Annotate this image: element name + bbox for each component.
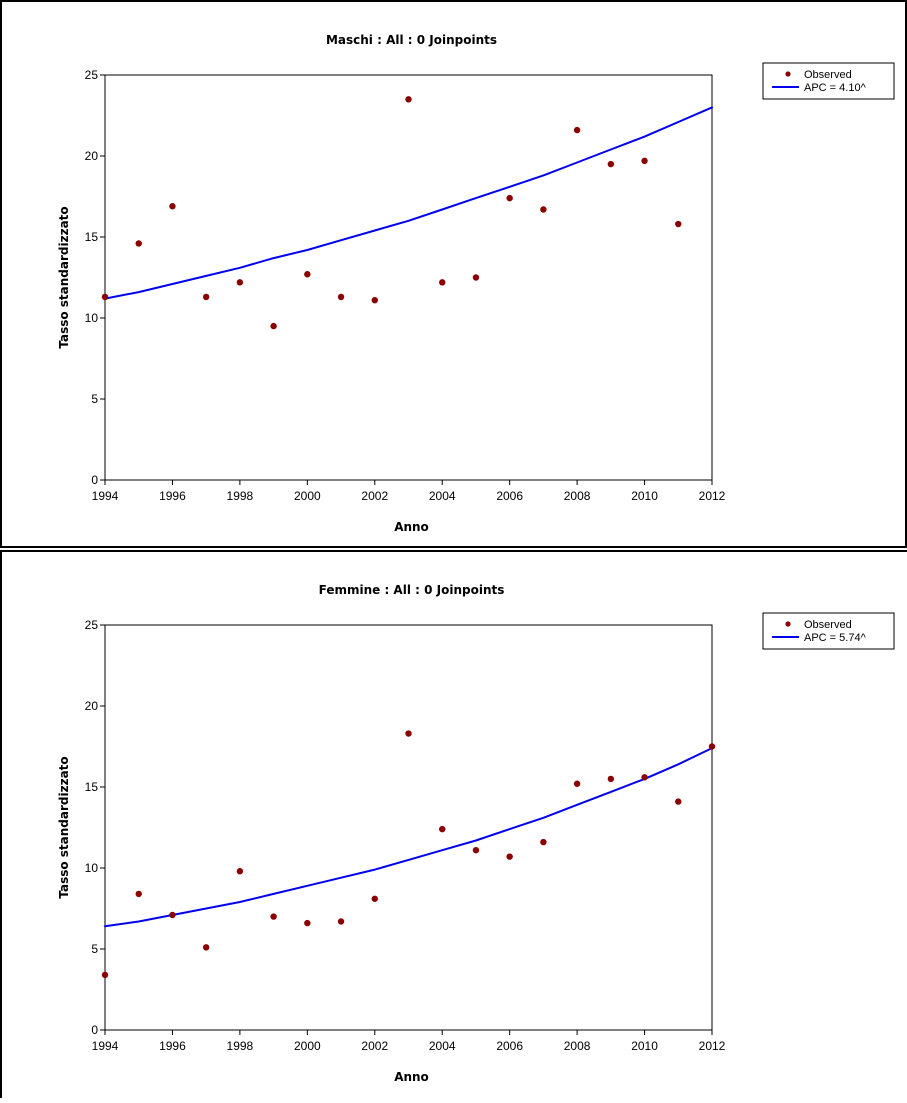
chart-1-x-tick-label: 2010 [631, 1039, 658, 1053]
chart-panel-maschi: Maschi : All : 0 Joinpoints 1994 1996 1998 2… [0, 0, 907, 548]
chart-0-x-tick-label: 1998 [227, 489, 254, 503]
chart-1-y-tick-label: 0 [91, 1023, 98, 1037]
chart-0-plot-frame [104, 74, 713, 481]
chart-1-observed-point [708, 743, 716, 750]
chart-1-y-tick-label: 15 [85, 780, 99, 794]
chart-1-observed-point [101, 971, 109, 979]
chart-1-x-tick-label: 2004 [429, 1039, 456, 1053]
chart-1-observed-point [573, 780, 581, 787]
chart-1-observed-point [405, 730, 412, 737]
chart-1-y-axis-label: Tasso standardizzato [57, 756, 71, 898]
chart-1-y-tick-label: 20 [85, 699, 99, 713]
chart-0-x-axis-label: Anno [394, 520, 429, 534]
chart-0-x-tick-label: 2010 [631, 489, 658, 503]
chart-0-y-tick-label: 15 [85, 230, 99, 244]
chart-0-y-tick-label: 10 [85, 311, 99, 325]
chart-0-x-tick-label: 2004 [429, 489, 456, 503]
chart-0-legend-label: APC = 4.10^ [804, 82, 867, 94]
chart-0-apc-trend-line [104, 106, 713, 300]
chart-0-observed-point [135, 240, 142, 247]
chart-0-legend [762, 62, 895, 100]
chart-0-y-tick-label: 0 [91, 473, 98, 487]
chart-1-observed-point [236, 868, 244, 875]
chart-1-x-tick-label: 1994 [92, 1039, 119, 1053]
chart-0-title: Maschi : All : 0 Joinpoints [326, 33, 497, 47]
chart-1-y-tick-label: 25 [85, 618, 99, 632]
chart-1-x-tick-label: 2012 [699, 1039, 726, 1053]
chart-0-legend-observed-marker [785, 71, 791, 77]
chart-0-y-tick-label: 20 [85, 149, 99, 163]
chart-1-x-tick-label: 1996 [159, 1039, 186, 1053]
chart-1-observed-point [202, 944, 210, 951]
chart-0-x-tick-label: 2002 [361, 489, 388, 503]
chart-1-observed-point [540, 838, 547, 846]
chart-0-y-tick-label: 5 [91, 392, 98, 406]
chart-0-x-tick-label: 2000 [294, 489, 321, 503]
chart-0-observed-point [540, 206, 547, 213]
chart-1-apc-trend-line [104, 747, 713, 928]
chart-0-observed-point [573, 126, 581, 134]
chart-0-y-tick-label: 25 [85, 68, 99, 82]
chart-femmine: Femmine : All : 0 Joinpoints 1994 1996 1998… [57, 583, 895, 1084]
chart-1-legend-observed-marker [785, 621, 791, 627]
chart-1-x-tick-label: 1998 [227, 1039, 254, 1053]
chart-1-observed-point [607, 775, 615, 783]
chart-0-observed-point [607, 160, 615, 168]
chart-0-x-tick-label: 2006 [496, 489, 523, 503]
chart-1-observed-point [169, 911, 176, 919]
chart-0-observed-point [270, 322, 277, 330]
chart-0-legend-label: Observed [804, 69, 852, 81]
chart-0-observed-point [506, 194, 513, 202]
chart-0-observed-point [236, 279, 244, 286]
chart-1-title: Femmine : All : 0 Joinpoints [319, 583, 505, 597]
chart-0-observed-point [641, 157, 648, 165]
chart-0-observed-point [304, 271, 311, 278]
chart-1-x-tick-label: 2006 [496, 1039, 523, 1053]
chart-1-legend [762, 612, 895, 650]
chart-0-observed-point [405, 96, 412, 103]
chart-1-legend-label: Observed [804, 619, 852, 631]
chart-1-y-tick-label: 10 [85, 861, 99, 875]
chart-1-y-tick-label: 5 [91, 942, 98, 956]
chart-0-x-tick-label: 1994 [92, 489, 119, 503]
chart-0-observed-point [202, 293, 210, 301]
chart-0-observed-point [472, 274, 480, 281]
chart-0-observed-point [439, 279, 446, 286]
chart-1-observed-point [641, 774, 648, 781]
chart-1-x-tick-label: 2000 [294, 1039, 321, 1053]
chart-0-x-tick-label: 2012 [699, 489, 726, 503]
chart-1-plot-frame [104, 624, 713, 1031]
chart-panel-femmine: Femmine : All : 0 Joinpoints 1994 1996 1998… [0, 550, 907, 1098]
chart-1-x-tick-label: 2002 [361, 1039, 388, 1053]
chart-1-observed-point [506, 853, 513, 860]
chart-1-observed-point [304, 919, 311, 927]
chart-0-x-tick-label: 1996 [159, 489, 186, 503]
chart-1-observed-point [371, 895, 378, 902]
chart-1-x-tick-label: 2008 [564, 1039, 591, 1053]
chart-0-observed-point [169, 203, 176, 210]
chart-1-observed-point [337, 918, 345, 925]
chart-1-observed-point [439, 825, 446, 833]
chart-maschi: Maschi : All : 0 Joinpoints 1994 1996 1998 2… [57, 33, 895, 534]
chart-1-observed-point [675, 798, 682, 805]
chart-1-observed-point [135, 890, 142, 898]
chart-0-observed-point [101, 293, 109, 301]
chart-0-x-tick-label: 2008 [564, 489, 591, 503]
chart-1-observed-point [472, 846, 480, 854]
chart-0-observed-point [675, 220, 682, 228]
chart-0-y-axis-label: Tasso standardizzato [57, 206, 71, 348]
chart-1-observed-point [270, 913, 277, 920]
chart-0-observed-point [337, 293, 345, 301]
chart-1-x-axis-label: Anno [394, 1070, 429, 1084]
chart-1-legend-label: APC = 5.74^ [804, 632, 867, 644]
chart-0-observed-point [371, 296, 378, 304]
